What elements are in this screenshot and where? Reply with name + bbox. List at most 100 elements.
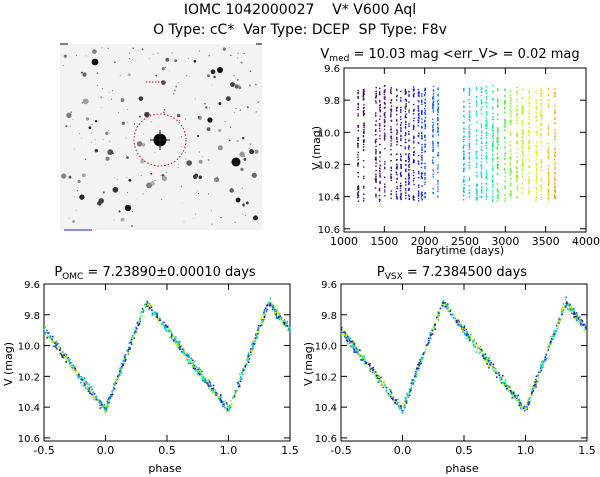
phase-omc-point bbox=[226, 408, 228, 411]
phase-vsx-point bbox=[437, 312, 440, 314]
light-curve-point bbox=[509, 174, 511, 177]
light-curve-point bbox=[522, 152, 524, 154]
phase-omc-point bbox=[268, 301, 271, 303]
light-curve-point bbox=[468, 99, 470, 101]
phase-omc-point bbox=[116, 376, 119, 378]
phase-omc-point bbox=[244, 368, 246, 371]
light-curve-point bbox=[554, 132, 556, 134]
phase-omc-point bbox=[165, 329, 167, 331]
light-curve-segment bbox=[462, 88, 465, 201]
light-curve-point bbox=[516, 90, 518, 93]
phase-omc-point bbox=[141, 315, 143, 317]
light-curve-point bbox=[400, 195, 402, 197]
light-curve-point bbox=[437, 103, 439, 106]
phase-omc-point bbox=[131, 336, 134, 338]
phase-omc-point bbox=[274, 312, 276, 314]
light-curve-point bbox=[399, 196, 402, 198]
light-curve-point bbox=[535, 151, 538, 153]
phase-omc-point bbox=[120, 372, 123, 374]
phase-omc-point bbox=[111, 393, 114, 396]
phase-omc-point bbox=[174, 338, 176, 340]
phase-omc-point bbox=[162, 324, 165, 326]
field-star bbox=[108, 130, 110, 132]
phase-omc-point bbox=[273, 306, 276, 308]
phase-omc-point bbox=[281, 322, 284, 324]
light-curve-point bbox=[528, 102, 530, 104]
phase-omc-point bbox=[89, 392, 91, 394]
light-curve-point bbox=[363, 187, 365, 189]
light-curve-point bbox=[421, 194, 423, 196]
phase-omc-xtick-label: -0.5 bbox=[33, 444, 54, 457]
phase-omc-point bbox=[49, 335, 52, 338]
phase-vsx-point bbox=[518, 400, 521, 403]
light-curve-point bbox=[421, 143, 423, 146]
light-curve-point bbox=[528, 109, 530, 112]
light-curve-point bbox=[497, 138, 499, 140]
phase-omc-point bbox=[252, 341, 254, 343]
light-curve-point bbox=[516, 167, 518, 170]
phase-vsx-point bbox=[430, 329, 433, 332]
light-curve-point bbox=[421, 126, 423, 128]
light-curve-point bbox=[540, 134, 543, 136]
phase-vsx-point bbox=[344, 335, 346, 338]
light-curve-point bbox=[375, 145, 377, 147]
phase-vsx-point bbox=[574, 315, 576, 318]
light-curve-point bbox=[540, 184, 542, 186]
phase-omc-point bbox=[149, 308, 152, 311]
field-star bbox=[224, 120, 226, 122]
light-curve-segment bbox=[374, 86, 377, 198]
phase-omc-point bbox=[168, 330, 171, 333]
light-curve-point bbox=[363, 127, 365, 129]
phase-omc-point bbox=[228, 406, 231, 408]
light-curve-point bbox=[468, 148, 470, 150]
light-curve-point bbox=[379, 109, 381, 111]
light-curve-point bbox=[417, 113, 420, 116]
phase-vsx-point bbox=[557, 326, 560, 328]
light-curve-point bbox=[540, 103, 542, 105]
light-curve-point bbox=[437, 94, 439, 96]
light-curve-point bbox=[547, 142, 549, 144]
light-curve-point bbox=[379, 180, 381, 183]
phase-omc-point bbox=[194, 366, 196, 368]
light-curve-point bbox=[540, 89, 543, 92]
phase-omc-point bbox=[262, 320, 264, 323]
light-curve-point bbox=[486, 134, 488, 136]
light-curve-point bbox=[383, 121, 386, 124]
light-curve-point bbox=[475, 111, 478, 113]
light-curve-point bbox=[469, 105, 471, 108]
phase-vsx-point bbox=[368, 363, 370, 365]
phase-vsx-point bbox=[526, 404, 528, 407]
phase-omc-point bbox=[71, 366, 73, 369]
field-star bbox=[165, 57, 170, 62]
phase-omc-point bbox=[191, 362, 194, 365]
phase-omc-point bbox=[190, 357, 192, 359]
light-curve-point bbox=[540, 123, 542, 126]
light-curve-point bbox=[480, 101, 482, 103]
light-curve-point bbox=[547, 87, 550, 89]
light-curve-point bbox=[497, 165, 499, 167]
light-curve-point bbox=[413, 151, 415, 154]
field-star bbox=[198, 116, 200, 118]
light-curve-point bbox=[535, 175, 538, 177]
light-curve-xtick-label: 2000 bbox=[411, 235, 439, 248]
light-curve-point bbox=[378, 198, 381, 200]
light-curve-segment bbox=[540, 88, 543, 201]
light-curve-point bbox=[432, 109, 435, 112]
light-curve-point bbox=[468, 177, 471, 179]
light-curve-point bbox=[362, 160, 365, 162]
light-curve-point bbox=[522, 142, 524, 145]
light-curve-point bbox=[400, 145, 402, 147]
phase-vsx-point bbox=[556, 324, 558, 327]
light-curve-point bbox=[540, 162, 543, 164]
light-curve-point bbox=[390, 108, 392, 110]
field-star bbox=[120, 98, 125, 102]
light-curve-point bbox=[400, 165, 402, 167]
light-curve-xtick-label: 3000 bbox=[491, 235, 519, 248]
field-star bbox=[246, 106, 249, 109]
field-star bbox=[243, 206, 245, 208]
phase-omc-point bbox=[200, 373, 203, 376]
light-curve-point bbox=[407, 165, 410, 167]
phase-vsx-point bbox=[408, 388, 411, 390]
light-curve-point bbox=[404, 147, 406, 150]
phase-omc-point bbox=[244, 366, 246, 368]
